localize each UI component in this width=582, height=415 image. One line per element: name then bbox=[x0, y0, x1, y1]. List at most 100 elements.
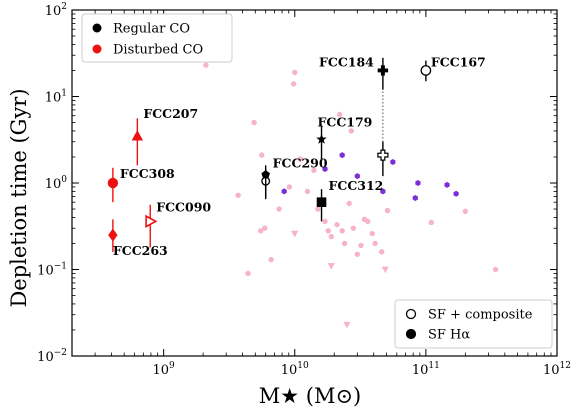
background-galaxy-point-halpha bbox=[322, 166, 328, 173]
background-galaxy-point-halpha bbox=[444, 181, 450, 188]
background-galaxy-point bbox=[286, 184, 293, 190]
background-galaxy-point bbox=[251, 119, 257, 126]
galaxy-label: FCC090 bbox=[156, 199, 211, 214]
background-galaxy-point bbox=[358, 242, 364, 249]
background-galaxy-point bbox=[428, 219, 435, 226]
legend-marker bbox=[92, 23, 102, 33]
background-galaxy-point bbox=[259, 152, 265, 158]
x-tick-base: 10 bbox=[543, 363, 560, 378]
background-galaxy-point bbox=[334, 221, 340, 228]
legend-label: Regular CO bbox=[113, 22, 190, 37]
y-tick-label: 102 bbox=[45, 2, 67, 19]
y-tick-base: 10 bbox=[37, 264, 54, 279]
y-tick-label: 101 bbox=[45, 89, 67, 106]
galaxy-point-composite bbox=[377, 149, 389, 161]
y-tick-exponent: 2 bbox=[61, 2, 67, 12]
y-tick-exponent: 0 bbox=[61, 175, 67, 185]
galaxy-label: FCC308 bbox=[120, 166, 175, 181]
x-tick-label: 1012 bbox=[543, 361, 571, 378]
background-galaxy-point bbox=[203, 62, 209, 68]
background-galaxy-point bbox=[341, 240, 348, 247]
background-galaxy-point bbox=[381, 266, 389, 274]
galaxy-point-fcc167 bbox=[420, 65, 432, 76]
background-galaxy-point bbox=[346, 200, 352, 207]
galaxy-point-fcc184 bbox=[377, 65, 389, 76]
y-tick-base: 10 bbox=[45, 177, 62, 192]
background-galaxy-point-halpha bbox=[354, 173, 360, 180]
galaxy-point-fcc179 bbox=[316, 133, 327, 144]
y-tick-exponent: −1 bbox=[54, 262, 67, 272]
y-tick-exponent: 1 bbox=[61, 89, 67, 99]
galaxy-label: FCC167 bbox=[431, 54, 486, 69]
background-galaxy-point-halpha bbox=[380, 188, 386, 195]
legend-label: Disturbed CO bbox=[113, 43, 203, 58]
legend-box-sf bbox=[394, 299, 553, 349]
background-galaxy-point bbox=[325, 228, 331, 234]
x-tick-base: 10 bbox=[153, 363, 170, 378]
galaxy-point-fcc207 bbox=[131, 129, 144, 141]
galaxy-label: FCC290 bbox=[273, 156, 328, 171]
background-galaxy-point bbox=[372, 240, 378, 247]
legend-label: SF + composite bbox=[428, 308, 533, 323]
galaxy-label: FCC179 bbox=[318, 114, 373, 129]
background-galaxy-point bbox=[365, 218, 371, 225]
legend-group-sf: SF + composite SF Hα bbox=[394, 299, 553, 349]
background-galaxy-point bbox=[297, 156, 303, 162]
background-galaxy-point-halpha bbox=[281, 188, 287, 195]
x-tick-base: 10 bbox=[412, 363, 429, 378]
background-galaxy-point bbox=[336, 111, 343, 118]
background-galaxy-point-halpha bbox=[412, 195, 418, 202]
galaxy-point-fcc312 bbox=[316, 197, 327, 207]
x-axis-label: M★ (M⊙) bbox=[259, 384, 362, 408]
background-galaxy-point bbox=[276, 206, 282, 212]
background-galaxy-point bbox=[311, 167, 317, 174]
y-tick-exponent: −2 bbox=[54, 348, 67, 358]
legend-marker bbox=[92, 44, 102, 54]
background-galaxy-point bbox=[348, 128, 355, 134]
background-galaxy-point bbox=[304, 188, 311, 195]
background-galaxy-point bbox=[291, 230, 299, 238]
legend-group-co: Regular CO Disturbed CO bbox=[81, 13, 233, 63]
x-tick-label: 109 bbox=[153, 361, 176, 378]
legend-marker bbox=[405, 328, 417, 340]
legend-marker bbox=[405, 308, 417, 320]
background-galaxy-point bbox=[322, 218, 328, 225]
background-galaxy-point bbox=[328, 233, 335, 240]
galaxy-point-fcc090 bbox=[145, 214, 158, 228]
background-galaxy-point bbox=[315, 206, 321, 212]
background-galaxy-point bbox=[343, 321, 351, 329]
background-galaxy-point bbox=[245, 270, 251, 277]
x-tick-label: 1011 bbox=[412, 361, 440, 378]
y-tick-base: 10 bbox=[45, 91, 62, 106]
y-axis-label: Depletion time (Gyr) bbox=[7, 88, 31, 307]
galaxy-point-fcc308 bbox=[107, 177, 119, 189]
background-galaxy-point bbox=[354, 251, 361, 257]
background-galaxy-point-halpha bbox=[390, 158, 396, 165]
y-tick-label: 100 bbox=[45, 175, 68, 192]
background-galaxy-point bbox=[369, 230, 375, 237]
galaxy-point-fcc263 bbox=[108, 228, 118, 242]
background-galaxy-point bbox=[258, 228, 264, 234]
x-tick-exponent: 10 bbox=[297, 361, 309, 371]
y-tick-base: 10 bbox=[45, 4, 62, 19]
legend-box-co bbox=[81, 13, 233, 63]
background-galaxy-point bbox=[350, 225, 357, 231]
y-tick-label: 10−1 bbox=[37, 262, 67, 279]
background-galaxy-point-halpha bbox=[415, 180, 421, 186]
galaxy-label: FCC312 bbox=[329, 178, 384, 193]
x-tick-exponent: 12 bbox=[560, 361, 571, 371]
x-tick-base: 10 bbox=[281, 363, 298, 378]
background-galaxy-point bbox=[235, 192, 241, 199]
background-galaxy-point bbox=[339, 228, 345, 234]
background-galaxy-point bbox=[290, 81, 297, 87]
y-tick-base: 10 bbox=[37, 350, 54, 365]
x-tick-label: 1010 bbox=[281, 361, 309, 378]
background-galaxy-point-halpha bbox=[339, 152, 345, 159]
background-galaxy-point bbox=[378, 249, 385, 255]
background-galaxy-point bbox=[384, 207, 391, 214]
background-galaxy-point bbox=[327, 263, 335, 270]
x-tick-exponent: 9 bbox=[169, 361, 175, 371]
